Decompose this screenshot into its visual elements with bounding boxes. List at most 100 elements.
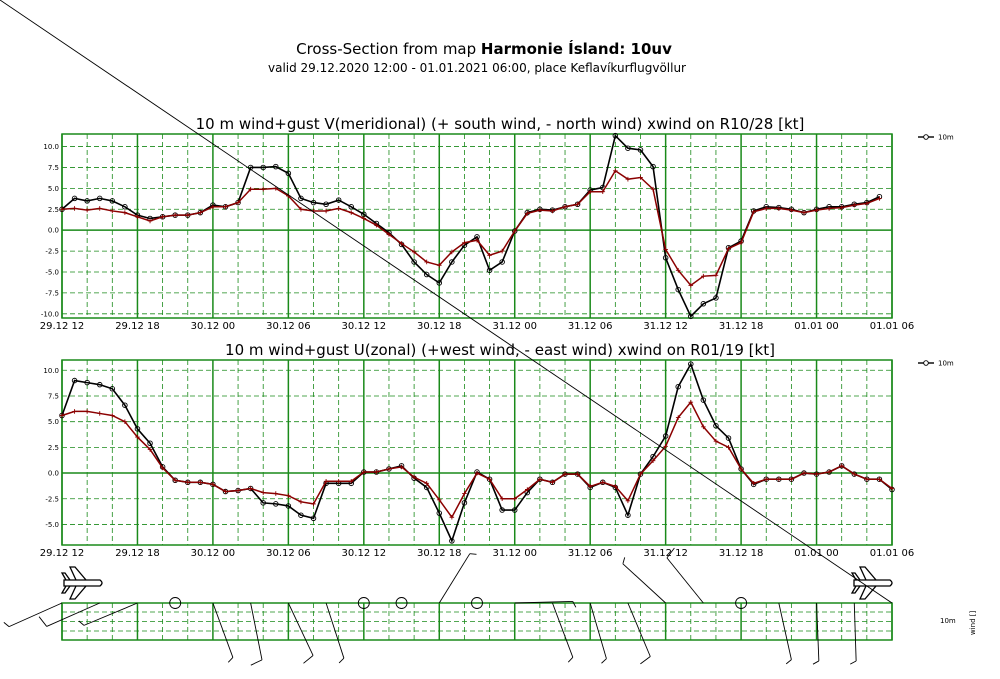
gust-data-point	[776, 206, 782, 211]
wind-barb	[816, 602, 820, 661]
gust-data-point	[550, 480, 555, 485]
y-tick-label: 2.5	[48, 206, 59, 214]
wind-data-point	[675, 286, 681, 293]
panel2-title: 10 m wind+gust U(zonal) (+west wind, - e…	[225, 341, 775, 359]
gust-data-point	[801, 210, 807, 215]
wind-barb-feather	[666, 547, 675, 559]
gust-data-point	[198, 480, 203, 485]
gust-data-point	[147, 218, 153, 224]
legend-marker	[923, 360, 929, 366]
gust-data-point	[701, 273, 706, 279]
x-tick-label: 31.12 06	[568, 548, 613, 559]
gust-data-point	[814, 207, 819, 213]
wind-barb-feather	[601, 658, 607, 664]
gust-data-point	[877, 196, 882, 201]
y-tick-label: -10.0	[41, 310, 59, 318]
gust-data-point	[462, 491, 467, 496]
y-tick-label: 10.0	[43, 143, 59, 151]
meridional-wind-chart: 10.0 7.5 5.0 2.5 0.0 -2.5 -5.0 -7.5 -10.0 29.12 1…	[40, 132, 954, 332]
wind-data-point	[713, 423, 719, 429]
gust-data-point	[713, 438, 719, 444]
y-tick-label: 7.5	[48, 392, 59, 400]
wind-data-point	[348, 204, 354, 210]
gust-data-point	[84, 409, 90, 414]
gust-data-point	[650, 458, 656, 464]
wind-data-point	[84, 198, 90, 204]
gust-data-point	[336, 206, 341, 211]
gust-data-point	[600, 480, 606, 485]
gust-data-point	[97, 411, 103, 416]
wind-data-point	[436, 510, 443, 516]
gust-data-point	[122, 210, 128, 215]
x-tick-label: 29.12 12	[40, 548, 85, 559]
x-tick-label: 31.12 12	[643, 321, 688, 332]
gust-data-point	[701, 424, 706, 430]
gust-data-point	[512, 496, 518, 502]
wind-barb-feather	[338, 657, 345, 664]
wind-data-point	[285, 170, 292, 177]
gust-data-point	[172, 477, 178, 483]
gust-data-point	[323, 478, 329, 484]
wind-data-point	[499, 507, 505, 513]
gust-data-point	[562, 204, 568, 210]
wind-data-point	[499, 259, 505, 265]
gust-data-point	[160, 214, 165, 220]
x-tick-label: 01.01 06	[870, 321, 915, 332]
gust-data-point	[575, 201, 580, 207]
gust-data-point	[399, 241, 404, 246]
wind-barb	[325, 602, 345, 659]
wind-data-point	[612, 132, 619, 139]
wind-data-point	[637, 147, 644, 153]
wind-data-point	[134, 426, 141, 432]
gust-data-point	[411, 474, 417, 480]
wind-barb	[83, 602, 138, 626]
gust-data-point	[789, 207, 794, 213]
airplane-icon-left	[60, 566, 103, 600]
gust-data-point	[348, 210, 354, 215]
wind-data-point	[625, 145, 631, 151]
x-tick-label: 31.12 06	[568, 321, 613, 332]
gust-data-point	[675, 268, 681, 273]
gust-data-point	[462, 240, 467, 246]
gust-data-point	[386, 232, 392, 237]
wind-barb	[287, 602, 314, 656]
gust-data-point	[298, 206, 304, 212]
wind-data-point	[273, 163, 279, 170]
wind-data-point	[688, 313, 694, 320]
calm-wind-marker	[357, 597, 370, 609]
airplane-icon-right	[850, 566, 893, 600]
gust-data-point	[487, 476, 492, 482]
gust-data-point	[839, 205, 844, 210]
gust-data-point	[877, 476, 882, 482]
figure-title: Cross-Section from map Harmonie Ísland: …	[296, 39, 672, 58]
wind-strip-level: 10m	[940, 617, 956, 625]
wind-barb-feather	[622, 557, 626, 564]
gust-data-point	[336, 478, 341, 484]
gust-data-point	[688, 399, 694, 405]
wind-data-point	[260, 500, 266, 506]
gust-data-point	[801, 470, 807, 476]
plot-frame	[61, 133, 893, 319]
wind-data-point	[650, 163, 656, 170]
wind-data-point	[411, 259, 417, 265]
wind-data-point	[285, 503, 292, 509]
x-tick-label: 30.12 00	[191, 548, 236, 559]
wind-barb	[250, 602, 263, 660]
wind-data-point	[625, 512, 631, 518]
gust-data-point	[210, 204, 216, 210]
gust-data-point	[851, 471, 857, 477]
wind-barb-feather	[38, 616, 48, 627]
wind-strip-label: wind []	[969, 610, 977, 635]
x-tick-label: 31.12 18	[719, 321, 764, 332]
y-tick-label: 2.5	[48, 444, 59, 452]
x-tick-label: 29.12 18	[115, 548, 160, 559]
gust-data-point	[97, 206, 103, 211]
gust-data-point	[210, 482, 216, 487]
wind-data-point	[675, 383, 681, 390]
wind-data-point	[310, 515, 317, 522]
legend-label: 10m	[938, 360, 954, 368]
gust-data-point	[223, 204, 228, 210]
wind-barb	[778, 602, 792, 660]
x-tick-label: 01.01 06	[870, 548, 915, 559]
x-tick-label: 30.12 06	[266, 548, 311, 559]
